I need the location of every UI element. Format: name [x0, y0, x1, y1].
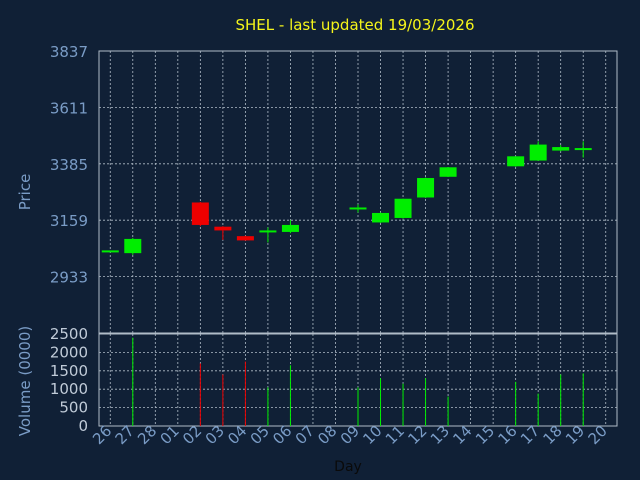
volume-tick-label: 500	[59, 399, 88, 417]
candle-body	[101, 250, 119, 253]
candle-body	[349, 207, 367, 210]
candle-body	[574, 148, 592, 151]
price-tick-label: 3611	[50, 99, 88, 117]
candle-body	[417, 178, 435, 198]
price-grid	[99, 51, 617, 333]
candle-body	[281, 224, 299, 232]
x-axis-label: Day	[334, 459, 362, 475]
price-tick-labels: 3837 3611 3385 3159 2933	[50, 43, 88, 287]
price-tick-label: 3837	[50, 43, 88, 61]
candle-body	[552, 147, 570, 151]
candles	[101, 141, 592, 255]
volume-tick-label: 1000	[50, 380, 88, 398]
chart-title: SHEL - last updated 19/03/2026	[235, 16, 474, 34]
volume-tick-label: 2000	[50, 343, 88, 361]
candle-body	[394, 198, 412, 218]
candle-body	[259, 230, 277, 233]
volume-axis-label: Volume (0000)	[16, 326, 34, 436]
candle-body	[372, 212, 390, 223]
volume-bars	[132, 337, 584, 426]
candle-body	[124, 238, 142, 254]
volume-tick-label: 2500	[50, 325, 88, 343]
price-tick-label: 3159	[50, 212, 88, 230]
candle-body	[236, 236, 254, 241]
volume-tick-label: 1500	[50, 362, 88, 380]
candle-body	[529, 144, 547, 161]
x-tick-labels: 2627280102030405060708091011121314151617…	[89, 422, 611, 448]
candle-body	[191, 202, 209, 225]
price-tick-label: 2933	[50, 269, 88, 287]
volume-tick-label: 0	[78, 417, 88, 435]
price-tick-label: 3385	[50, 156, 88, 174]
candle-body	[214, 226, 232, 231]
price-axis-label: Price	[16, 174, 34, 211]
candle-body	[507, 156, 525, 167]
candle-body	[439, 167, 457, 177]
